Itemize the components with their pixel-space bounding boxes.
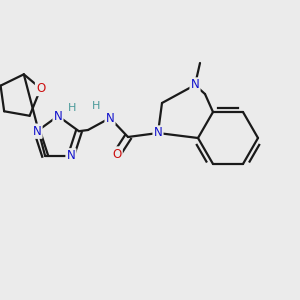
Text: H: H bbox=[92, 101, 100, 111]
Text: O: O bbox=[112, 148, 122, 160]
Text: O: O bbox=[36, 82, 45, 95]
Text: N: N bbox=[33, 125, 41, 138]
Text: H: H bbox=[68, 103, 76, 113]
Text: N: N bbox=[106, 112, 114, 124]
Text: N: N bbox=[154, 127, 162, 140]
Text: N: N bbox=[67, 149, 75, 162]
Text: N: N bbox=[190, 79, 200, 92]
Text: N: N bbox=[54, 110, 62, 122]
